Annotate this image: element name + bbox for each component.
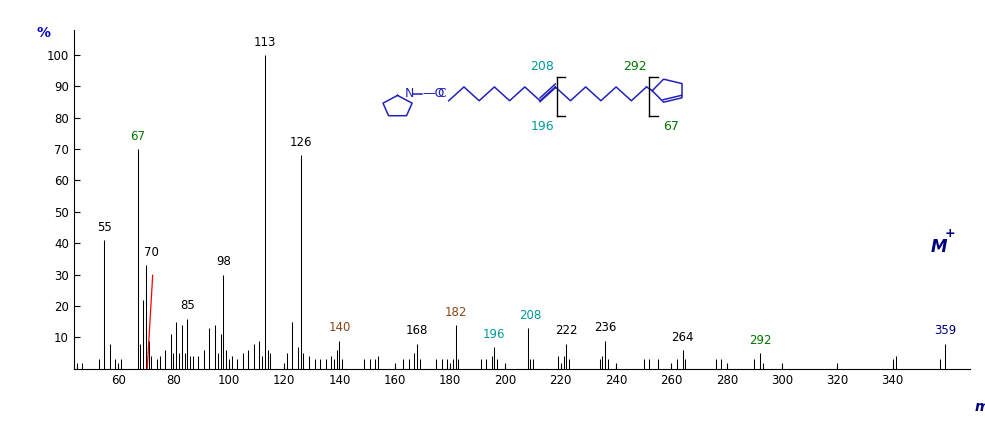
- Text: 67: 67: [663, 120, 679, 133]
- Text: 55: 55: [97, 221, 111, 234]
- Text: 126: 126: [290, 136, 312, 149]
- Text: 98: 98: [216, 255, 230, 268]
- Text: 113: 113: [253, 36, 276, 48]
- Text: 196: 196: [483, 328, 505, 340]
- Text: 264: 264: [671, 331, 693, 344]
- Text: 292: 292: [749, 334, 771, 347]
- Text: M: M: [931, 238, 948, 256]
- Text: C: C: [437, 87, 446, 100]
- Text: N: N: [405, 87, 414, 100]
- Text: 67: 67: [130, 130, 145, 143]
- Text: +: +: [945, 227, 954, 240]
- Text: 85: 85: [180, 299, 195, 312]
- Text: 182: 182: [444, 306, 467, 318]
- Text: 236: 236: [594, 321, 617, 335]
- Text: 292: 292: [624, 60, 647, 73]
- Text: 140: 140: [328, 321, 351, 335]
- Text: m/z: m/z: [975, 399, 985, 413]
- Text: 359: 359: [934, 324, 956, 338]
- Text: 70: 70: [144, 246, 159, 259]
- Text: 222: 222: [556, 324, 577, 338]
- Text: —O: —O: [423, 87, 445, 100]
- Text: 208: 208: [519, 309, 542, 322]
- Text: 168: 168: [406, 324, 428, 338]
- Text: %: %: [36, 26, 50, 40]
- Text: 208: 208: [530, 60, 554, 73]
- Text: 196: 196: [530, 120, 554, 133]
